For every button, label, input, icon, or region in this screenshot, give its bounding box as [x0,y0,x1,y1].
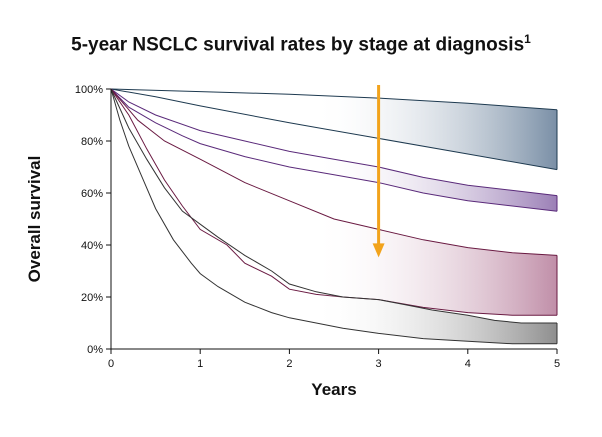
band-area-3 [111,89,557,316]
chart-title-text: 5-year NSCLC survival rates by stage at … [71,34,525,56]
y-tick-label: 80% [81,136,103,148]
band-upper-line-4 [110,88,557,324]
band-area-1 [111,89,557,170]
band-area-4 [111,89,557,344]
band-lower-line-1 [110,88,558,171]
y-tick-label: 100% [75,84,103,96]
x-tick-label: 1 [197,358,203,370]
y-tick-label: 20% [81,292,103,304]
y-tick-label: 60% [81,188,103,200]
y-tick-label: 40% [81,240,103,252]
trend-arrow [372,85,385,258]
survival-bands [110,88,558,345]
y-axis-title: Overall survival [25,156,44,283]
title-footnote-marker: 1 [524,32,531,46]
x-tick-label: 4 [465,358,471,370]
chart-title: 5-year NSCLC survival rates by stage at … [0,32,602,56]
band-lower-line-4 [110,88,557,345]
arrow-head [372,243,385,258]
x-tick-label: 2 [286,358,292,370]
y-tick-label: 0% [87,344,103,356]
x-tick-label: 5 [554,358,560,370]
band-upper-line-2 [110,88,558,197]
x-tick-label: 0 [108,358,114,370]
x-axis-title: Years [311,380,356,399]
band-area-2 [111,89,557,212]
band-upper-line-3 [110,88,558,256]
x-tick-label: 3 [376,358,382,370]
chart-axes: 0% 20% 40% 60% 80% 100% 0 1 2 3 4 5 [75,84,560,370]
band-lower-line-2 [110,88,558,212]
band-upper-line-1 [110,88,558,111]
